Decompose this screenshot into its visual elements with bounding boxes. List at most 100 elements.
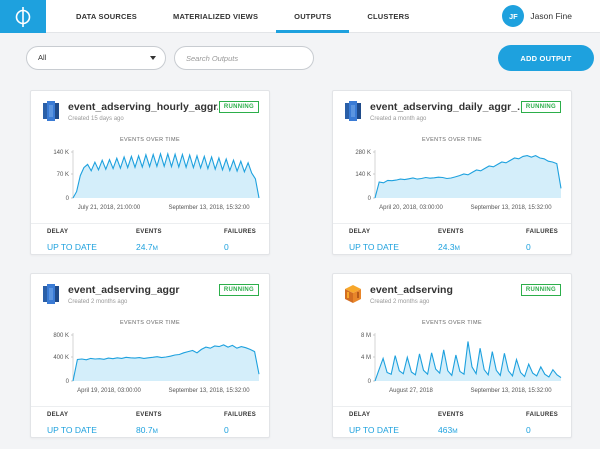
tab-clusters[interactable]: CLUSTERS bbox=[367, 12, 410, 21]
x-end-label: September 13, 2018, 15:32:00 bbox=[168, 388, 250, 394]
created-time: Created a month ago bbox=[370, 116, 427, 122]
events-chart: 8 M 4 M 0 August 27, 2018 September 13, 2018… bbox=[361, 333, 562, 394]
user-menu[interactable]: JF Jason Fine bbox=[502, 5, 572, 27]
events-label: EVENTS bbox=[438, 229, 464, 235]
y-tick-label: 0 bbox=[66, 196, 70, 202]
series-line bbox=[72, 151, 260, 199]
events-value: 463M bbox=[438, 425, 458, 435]
events-number: 24.3 bbox=[438, 242, 455, 252]
tab-data-sources[interactable]: DATA SOURCES bbox=[76, 12, 138, 21]
x-start-label: July 21, 2018, 21:00:00 bbox=[78, 205, 141, 211]
chart-title: EVENTS OVER TIME bbox=[119, 320, 181, 326]
y-tick-label: 800 K bbox=[53, 333, 69, 339]
chart-title: EVENTS OVER TIME bbox=[421, 137, 483, 143]
output-card[interactable]: event_adserving_aggr Created 2 months ago… bbox=[30, 273, 270, 438]
y-tick-label: 0 bbox=[368, 196, 372, 202]
series-area bbox=[73, 153, 259, 198]
output-title[interactable]: event_adserving_aggr bbox=[68, 284, 180, 296]
events-number: 80.7 bbox=[136, 425, 153, 435]
redshift-icon bbox=[41, 283, 61, 305]
failures-label: FAILURES bbox=[224, 229, 257, 235]
status-badge: RUNNING bbox=[218, 101, 259, 113]
chart-title: EVENTS OVER TIME bbox=[421, 320, 483, 326]
divider bbox=[333, 406, 571, 407]
tab-materialized-views[interactable]: MATERIALIZED VIEWS bbox=[173, 12, 259, 21]
divider bbox=[31, 406, 269, 407]
divider bbox=[31, 223, 269, 224]
x-start-label: April 19, 2018, 03:00:00 bbox=[77, 388, 141, 394]
output-title[interactable]: event_adserving bbox=[370, 284, 453, 296]
events-unit: M bbox=[454, 245, 460, 252]
events-value: 24.7M bbox=[136, 242, 158, 252]
main-nav: DATA SOURCES MATERIALIZED VIEWS OUTPUTS … bbox=[58, 0, 427, 33]
y-tick-label: 140 K bbox=[355, 172, 371, 178]
output-card[interactable]: event_adserving_daily_aggr_... Created a … bbox=[332, 90, 572, 255]
chevron-down-icon bbox=[150, 56, 156, 60]
y-tick-label: 280 K bbox=[355, 150, 371, 156]
series-line bbox=[374, 341, 562, 382]
x-end-label: September 13, 2018, 15:32:00 bbox=[470, 388, 552, 394]
events-label: EVENTS bbox=[136, 229, 162, 235]
status-badge: RUNNING bbox=[520, 284, 561, 296]
output-title[interactable]: event_adserving_daily_aggr_... bbox=[370, 101, 520, 113]
y-tick-label: 0 bbox=[66, 379, 70, 385]
y-tick-label: 140 K bbox=[53, 150, 69, 156]
failures-label: FAILURES bbox=[526, 412, 559, 418]
series-line bbox=[72, 344, 260, 382]
failures-label: FAILURES bbox=[526, 229, 559, 235]
series-area bbox=[73, 344, 259, 381]
home-logo[interactable] bbox=[0, 0, 46, 33]
delay-label: DELAY bbox=[349, 229, 371, 235]
y-tick-label: 0 bbox=[368, 379, 372, 385]
events-label: EVENTS bbox=[438, 412, 464, 418]
filter-select-value: All bbox=[38, 53, 47, 62]
delay-value: UP TO DATE bbox=[47, 242, 97, 252]
events-unit: M bbox=[452, 428, 458, 435]
y-tick-label: 8 M bbox=[361, 333, 371, 339]
output-card[interactable]: event_adserving_hourly_aggr... Created 15… bbox=[30, 90, 270, 255]
created-time: Created 2 months ago bbox=[68, 299, 128, 305]
output-card[interactable]: event_adserving Created 2 months ago RUNNI… bbox=[332, 273, 572, 438]
delay-value: UP TO DATE bbox=[349, 242, 399, 252]
chart-title: EVENTS OVER TIME bbox=[119, 137, 181, 143]
avatar[interactable]: JF bbox=[502, 5, 525, 27]
y-tick-label: 4 M bbox=[361, 355, 371, 361]
events-label: EVENTS bbox=[136, 412, 162, 418]
status-badge: RUNNING bbox=[218, 284, 259, 296]
events-unit: M bbox=[152, 245, 158, 252]
delay-value: UP TO DATE bbox=[349, 425, 399, 435]
tab-outputs[interactable]: OUTPUTS bbox=[276, 0, 350, 33]
x-end-label: September 13, 2018, 15:32:00 bbox=[470, 205, 552, 211]
events-chart: 800 K 400 K 0 April 19, 2018, 03:00:00 Septe… bbox=[53, 333, 260, 394]
search-input[interactable] bbox=[174, 46, 314, 70]
events-chart: 140 K 70 K 0 July 21, 2018, 21:00:00 Septemb… bbox=[53, 150, 260, 211]
series-area bbox=[375, 341, 561, 381]
failures-value: 0 bbox=[224, 242, 229, 252]
events-value: 80.7M bbox=[136, 425, 158, 435]
output-title[interactable]: event_adserving_hourly_aggr... bbox=[68, 101, 218, 113]
outputs-toolbar: All ADD OUTPUT bbox=[0, 33, 600, 83]
created-time: Created 15 days ago bbox=[68, 116, 124, 122]
delay-value: UP TO DATE bbox=[47, 425, 97, 435]
failures-label: FAILURES bbox=[224, 412, 257, 418]
failures-value: 0 bbox=[526, 425, 531, 435]
delay-label: DELAY bbox=[47, 412, 69, 418]
delay-label: DELAY bbox=[47, 229, 69, 235]
add-output-button[interactable]: ADD OUTPUT bbox=[498, 45, 594, 71]
y-tick-label: 70 K bbox=[57, 172, 69, 178]
events-number: 463 bbox=[438, 425, 453, 435]
x-end-label: September 13, 2018, 15:32:00 bbox=[168, 205, 250, 211]
redshift-icon bbox=[41, 100, 61, 122]
events-number: 24.7 bbox=[136, 242, 153, 252]
user-name[interactable]: Jason Fine bbox=[530, 11, 572, 21]
delay-label: DELAY bbox=[349, 412, 371, 418]
failures-value: 0 bbox=[526, 242, 531, 252]
aws-stack-icon bbox=[343, 283, 363, 305]
filter-select[interactable]: All bbox=[26, 46, 166, 70]
redshift-icon bbox=[343, 100, 363, 122]
events-unit: M bbox=[152, 428, 158, 435]
events-value: 24.3M bbox=[438, 242, 460, 252]
failures-value: 0 bbox=[224, 425, 229, 435]
x-start-label: August 27, 2018 bbox=[389, 388, 433, 394]
created-time: Created 2 months ago bbox=[370, 299, 430, 305]
